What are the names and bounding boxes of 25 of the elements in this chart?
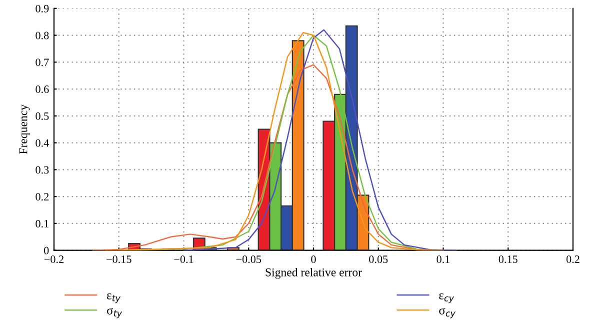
- y-tick-label: 0.1: [36, 220, 48, 228]
- y-tick-label: 0.4: [36, 139, 49, 147]
- y-tick-label: 0.9: [36, 4, 49, 12]
- y-tick-label: 0.3: [36, 166, 49, 174]
- y-tick-label: 0.7: [36, 58, 49, 66]
- y-tick-label: 0.8: [36, 32, 49, 40]
- x-tick-label: 0: [311, 256, 316, 263]
- x-tick-label: −0.15: [106, 256, 132, 264]
- x-tick-label: −0.2: [44, 256, 64, 264]
- y-tick-label: 0.6: [36, 86, 49, 94]
- x-tick-label: −0.1: [174, 256, 194, 264]
- x-tick-label: −0.05: [236, 256, 262, 264]
- y-tick-label: 0.5: [36, 112, 49, 120]
- legend-label: ε$_{ty}$: [106, 293, 121, 304]
- y-tick-label: 0.2: [36, 193, 49, 201]
- y-axis-title: Frequency: [19, 104, 30, 154]
- x-tick-label: 0.1: [436, 256, 450, 264]
- y-tick-label: 0: [44, 246, 49, 254]
- x-tick-label: 0.05: [369, 256, 388, 264]
- legend-label: σ$_{cy}$: [439, 308, 456, 318]
- x-axis-title: Signed relative error: [266, 268, 362, 279]
- x-tick-label: 0.15: [498, 256, 518, 264]
- x-tick-label: 0.2: [566, 256, 580, 264]
- legend-label: ε$_{cy}$: [439, 293, 454, 304]
- legend-label: σ$_{ty}$: [106, 308, 122, 318]
